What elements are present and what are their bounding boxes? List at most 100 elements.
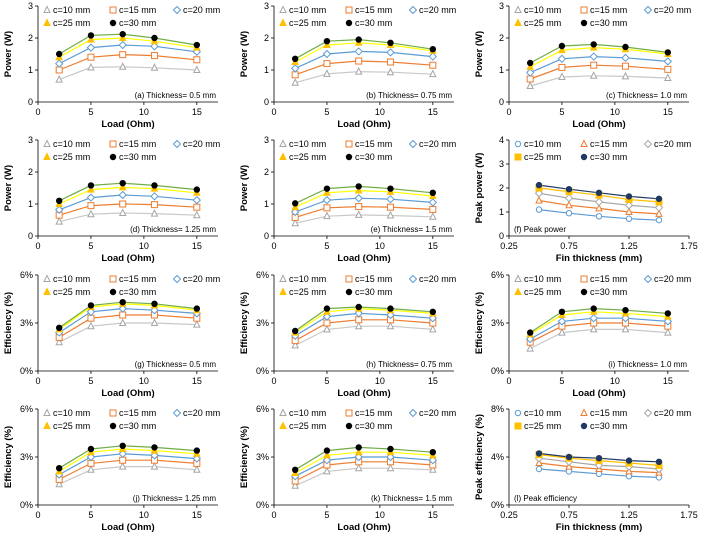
data-point [355, 183, 362, 190]
legend-label: c=15 mm [590, 408, 627, 418]
y-tick-label: 3 [264, 135, 269, 145]
data-point [193, 203, 201, 211]
data-point [557, 317, 567, 326]
x-tick-label: 0 [35, 376, 40, 386]
legend-label: c=30 mm [590, 421, 627, 431]
series-line [294, 461, 433, 482]
x-tick-label: 0.25 [500, 241, 518, 251]
y-tick-label: 0% [256, 500, 269, 510]
data-point [119, 311, 127, 319]
legend-label: c=25 mm [524, 287, 561, 297]
panel-annotation: (c) Thickness= 1.0 mm [606, 91, 687, 100]
panel-annotation: (d) Thickness= 1.25 mm [130, 225, 216, 234]
data-point [622, 307, 629, 314]
data-point [118, 190, 127, 200]
legend-marker [109, 153, 117, 161]
data-point [87, 202, 95, 210]
legend-entry: c=15 mm [345, 139, 392, 149]
legend-label: c=25 mm [289, 421, 326, 431]
legend-marker [514, 274, 522, 282]
data-point [387, 305, 394, 312]
data-point [119, 299, 126, 306]
y-axis-label: Power (W) [474, 31, 485, 77]
x-tick-label: 15 [428, 241, 438, 251]
data-point [429, 308, 437, 315]
data-point [428, 52, 438, 61]
x-tick-label: 1.75 [680, 241, 698, 251]
data-point [323, 305, 331, 312]
y-axis-label: Efficiency (%) [3, 426, 14, 488]
data-point [119, 51, 127, 59]
legend-label: c=30 mm [119, 152, 156, 162]
x-axis-label: Load (Ohm) [337, 119, 390, 130]
legend-entry: c=20 mm [408, 139, 456, 149]
data-point [193, 41, 201, 49]
legend-entry: c=25 mm [279, 18, 326, 28]
legend-marker [43, 18, 51, 26]
y-tick-label: 1 [264, 65, 269, 75]
data-point [118, 208, 127, 216]
x-axis-label: Load (Ohm) [101, 119, 154, 130]
legend-label: c=30 mm [590, 18, 627, 28]
legend-entry: c=10 mm [514, 408, 561, 418]
legend-marker [345, 153, 353, 161]
x-tick-label: 0 [35, 241, 40, 251]
data-point [565, 461, 573, 470]
legend-marker [43, 274, 51, 282]
data-point [565, 210, 573, 217]
legend-entry: c=30 mm [345, 287, 392, 297]
data-point [119, 180, 126, 187]
data-point [87, 459, 95, 467]
data-point [55, 74, 63, 83]
y-tick-label: 3 [28, 135, 33, 145]
legend-label: c=15 mm [590, 274, 627, 284]
data-point [322, 49, 332, 59]
data-point [355, 316, 363, 324]
data-point [654, 203, 664, 212]
legend-marker [43, 139, 51, 147]
y-axis-label: Power (W) [3, 31, 14, 77]
data-point [354, 66, 363, 75]
legend-marker [514, 422, 522, 430]
data-point [429, 61, 437, 69]
legend-label: c=10 mm [289, 139, 326, 149]
legend-marker [279, 408, 287, 416]
legend-label: c=25 mm [53, 152, 90, 162]
legend-marker [109, 275, 117, 283]
x-tick-label: 5 [88, 510, 93, 520]
data-point [323, 450, 331, 459]
panel-annotation: (f) Peak power [514, 225, 566, 234]
panel-annotation: (b) Thickness= 0.75 mm [366, 91, 452, 100]
data-point [386, 58, 394, 66]
legend-entry: c=15 mm [109, 139, 156, 149]
legend-entry: c=10 mm [279, 5, 326, 15]
data-point [119, 442, 126, 449]
data-point [621, 324, 630, 333]
data-point [118, 461, 127, 470]
legend-marker [279, 5, 287, 13]
legend-entry: c=20 mm [643, 408, 691, 418]
data-point [625, 457, 633, 464]
y-tick-label: 4% [491, 452, 504, 462]
data-point [386, 463, 395, 472]
y-tick-label: 3% [20, 452, 33, 462]
x-tick-label: 15 [192, 376, 202, 386]
x-axis-label: Load (Ohm) [572, 388, 625, 399]
legend-entry: c=15 mm [109, 5, 156, 15]
y-tick-label: 1 [28, 199, 33, 209]
data-point [534, 189, 544, 198]
legend-entry: c=30 mm [580, 18, 627, 28]
legend-entry: c=25 mm [43, 152, 90, 162]
legend-label: c=20 mm [654, 408, 691, 418]
legend-marker [345, 275, 353, 283]
x-tick-label: 10 [610, 376, 620, 386]
legend-entry: c=15 mm [109, 408, 156, 418]
x-axis-label: Load (Ohm) [572, 119, 625, 130]
chart-panel-e: 0 1 2 3 0 5 10 15 Load (Ohm) Power (W) c=10 mm c=15… [239, 135, 456, 264]
data-point [193, 447, 201, 454]
x-tick-label: 10 [375, 376, 385, 386]
data-point [664, 65, 672, 73]
y-tick-label: 3% [256, 318, 269, 328]
y-tick-label: 0% [491, 500, 504, 510]
